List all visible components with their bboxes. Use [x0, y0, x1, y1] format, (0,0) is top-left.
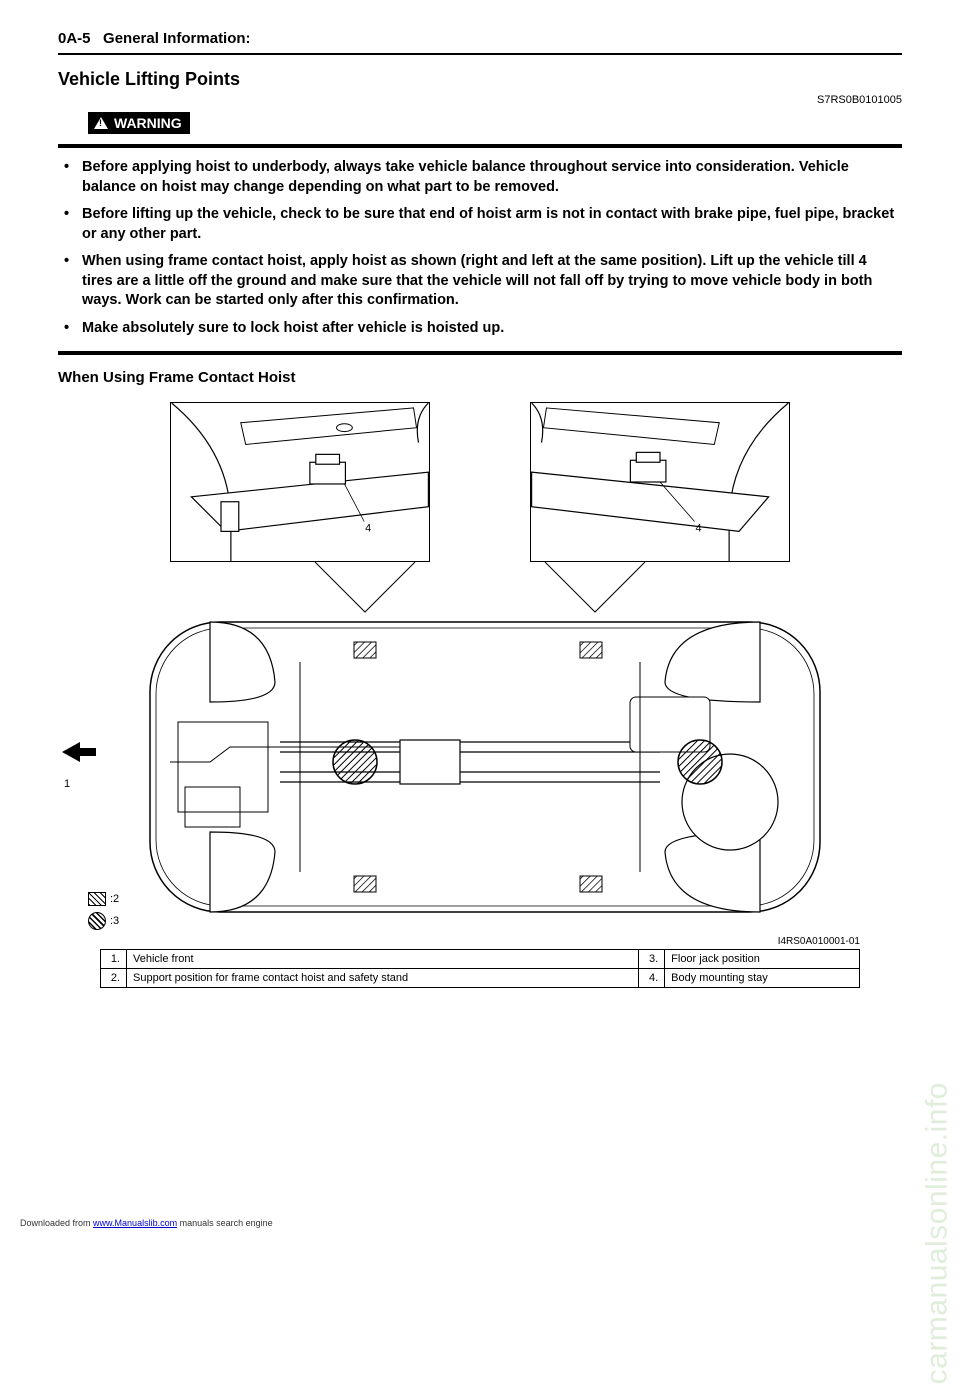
marker-legend: :2 :3: [88, 886, 119, 930]
watermark: carmanualsonline.info: [920, 1082, 954, 1384]
figure-code: I4RS0A010001-01: [100, 936, 860, 947]
table-row: 1. Vehicle front 3. Floor jack position: [101, 949, 860, 968]
front-arrow-label: 1: [64, 778, 70, 790]
warning-item: •When using frame contact hoist, apply h…: [64, 252, 896, 311]
callout-4: 4: [365, 522, 371, 534]
cell: 3.: [639, 949, 665, 968]
page-code: 0A-5: [58, 30, 91, 47]
warning-text: Before lifting up the vehicle, check to …: [82, 205, 896, 244]
divider: [58, 351, 902, 355]
front-arrow-icon: [62, 742, 96, 762]
section-title: Vehicle Lifting Points: [58, 69, 902, 90]
legend-table: 1. Vehicle front 3. Floor jack position …: [100, 949, 860, 988]
hatch-square-icon: [88, 892, 106, 906]
warning-text: When using frame contact hoist, apply ho…: [82, 252, 896, 311]
callout-4: 4: [696, 522, 702, 534]
warning-list: •Before applying hoist to underbody, alw…: [58, 158, 902, 339]
divider: [58, 144, 902, 148]
warning-label: WARNING: [114, 115, 182, 131]
cell: 1.: [101, 949, 127, 968]
cell: Support position for frame contact hoist…: [127, 968, 639, 987]
marker-label: :3: [110, 915, 119, 927]
warning-text: Before applying hoist to underbody, alwa…: [82, 158, 896, 197]
warning-item: •Make absolutely sure to lock hoist afte…: [64, 319, 896, 339]
warning-item: •Before lifting up the vehicle, check to…: [64, 205, 896, 244]
footer-link[interactable]: www.Manualslib.com: [93, 1218, 177, 1228]
detail-front-hoist: 4: [170, 402, 430, 562]
footer: Downloaded from www.Manualslib.com manua…: [20, 1218, 273, 1228]
doc-code: S7RS0B0101005: [58, 94, 902, 106]
detail-rear-hoist: 4: [530, 402, 790, 562]
cell: Floor jack position: [665, 949, 860, 968]
warning-item: •Before applying hoist to underbody, alw…: [64, 158, 896, 197]
footer-prefix: Downloaded from: [20, 1218, 93, 1228]
warning-text: Make absolutely sure to lock hoist after…: [82, 319, 504, 339]
warning-triangle-icon: [94, 117, 108, 129]
subheading: When Using Frame Contact Hoist: [58, 369, 902, 386]
underbody-diagram: 1 :2 :3: [100, 602, 860, 932]
cell: Vehicle front: [127, 949, 639, 968]
cell: 2.: [101, 968, 127, 987]
table-row: 2. Support position for frame contact ho…: [101, 968, 860, 987]
footer-suffix: manuals search engine: [180, 1218, 273, 1228]
marker-label: :2: [110, 893, 119, 905]
page-header: 0A-5 General Information:: [58, 30, 902, 55]
cell: 4.: [639, 968, 665, 987]
hatch-circle-icon: [88, 912, 106, 930]
warning-badge: WARNING: [88, 112, 190, 134]
section-name: General Information:: [103, 30, 251, 47]
figure: 4 4: [100, 402, 860, 988]
cell: Body mounting stay: [665, 968, 860, 987]
